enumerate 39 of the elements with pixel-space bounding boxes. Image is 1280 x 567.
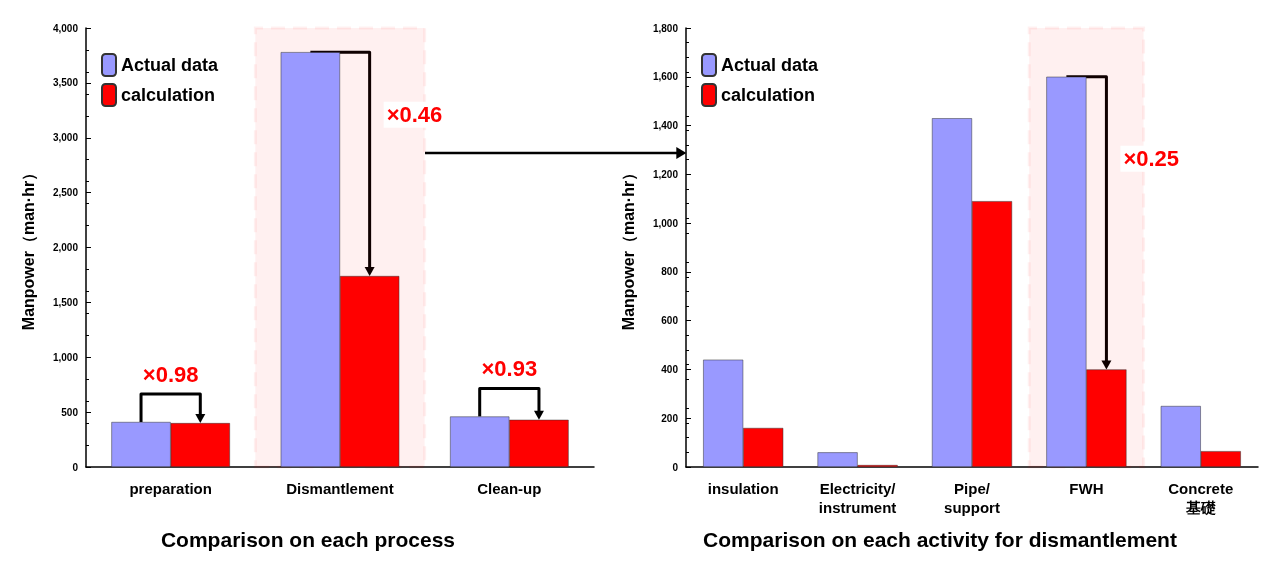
y-tick-label: 2,500	[52, 187, 79, 199]
x-tick-label: FWH	[1069, 480, 1104, 497]
y-tick-label: 0	[672, 461, 679, 473]
x-tick-label: Pipe/ support	[944, 480, 1000, 516]
y-tick-label: 0	[72, 461, 79, 473]
text: Comparison on each process	[160, 528, 456, 551]
y-tick-label: 500	[61, 406, 79, 418]
y-tick-label: 1,800	[652, 22, 679, 34]
y-tick-label: 600	[661, 315, 679, 327]
y-axis-title: Manpower（man·hr）	[19, 164, 38, 331]
y-axis-title: Manpower（man·hr）	[619, 164, 638, 331]
x-tick-label: Electricity/ instrument	[818, 480, 897, 516]
text: Comparison on each activity for dismantlement	[703, 528, 1177, 551]
x-tick-label: Dismantlement	[286, 480, 394, 497]
x-tick-label: insulation	[707, 480, 779, 497]
legend-label: calculation	[121, 85, 216, 105]
y-tick-label: 4,000	[52, 22, 79, 34]
y-tick-label: 1,600	[652, 71, 679, 83]
y-tick-label: 800	[661, 266, 679, 278]
annotation: ×0.46	[386, 102, 443, 128]
y-tick-label: 2,000	[52, 242, 79, 253]
x-tick-label: preparation	[129, 480, 212, 497]
x-tick-label: Concrete 基礎	[1168, 480, 1234, 516]
annotation: ×0.93	[481, 356, 538, 382]
y-tick-label: 1,000	[52, 351, 79, 363]
y-tick-label: 1,000	[652, 217, 679, 229]
y-tick-label: 1,200	[652, 168, 679, 180]
legend-label: Actual data	[721, 55, 820, 75]
x-tick-label: Clean-up	[477, 480, 542, 497]
y-tick-label: 3,500	[52, 77, 79, 89]
annotation: ×0.98	[142, 361, 199, 387]
y-tick-label: 1,400	[652, 120, 679, 132]
legend-label: Actual data	[121, 55, 220, 75]
legend-label: calculation	[721, 85, 816, 105]
y-tick-label: 3,000	[52, 132, 79, 144]
y-tick-label: 400	[661, 363, 679, 375]
y-tick-label: 200	[661, 412, 679, 424]
y-tick-label: 1,500	[52, 296, 79, 308]
annotation: ×0.25	[1123, 146, 1180, 172]
